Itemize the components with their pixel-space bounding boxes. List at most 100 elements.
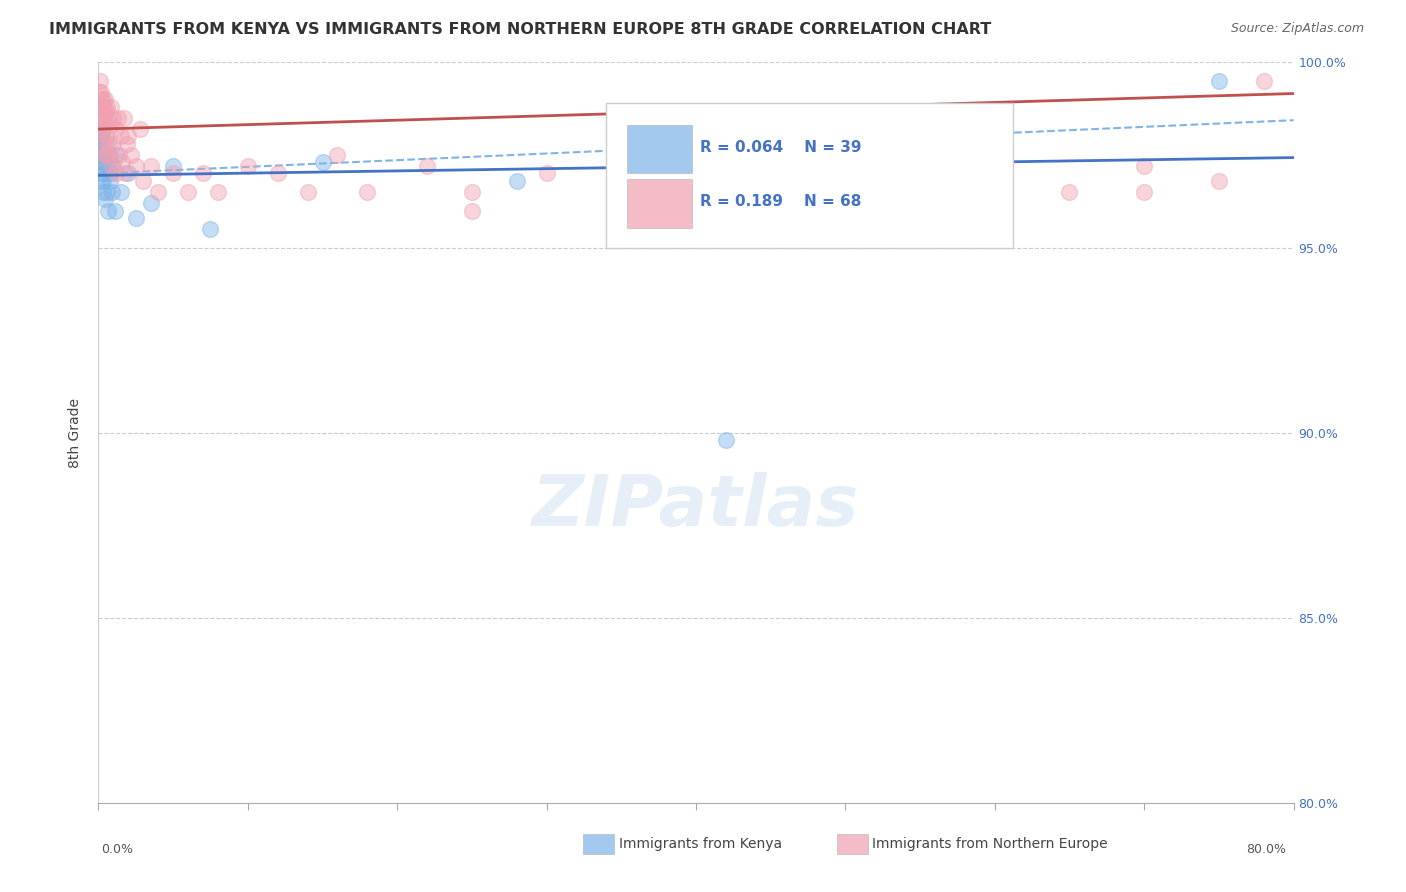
- Point: [714, 433, 737, 447]
- Point: [105, 167, 128, 181]
- Point: [93, 148, 115, 162]
- Point: [111, 155, 134, 169]
- Point: [90, 85, 112, 99]
- Point: [93, 167, 115, 181]
- Point: [90, 167, 112, 181]
- Point: [91, 185, 114, 199]
- FancyBboxPatch shape: [606, 103, 1012, 247]
- Point: [98, 148, 122, 162]
- Point: [132, 174, 155, 188]
- Point: [110, 129, 132, 144]
- Point: [96, 159, 118, 173]
- Point: [91, 136, 114, 151]
- Point: [104, 122, 127, 136]
- Point: [94, 193, 117, 207]
- Point: [1059, 185, 1081, 199]
- Text: IMMIGRANTS FROM KENYA VS IMMIGRANTS FROM NORTHERN EUROPE 8TH GRADE CORRELATION C: IMMIGRANTS FROM KENYA VS IMMIGRANTS FROM…: [49, 22, 991, 37]
- Point: [114, 167, 136, 181]
- Point: [90, 122, 112, 136]
- Point: [297, 185, 319, 199]
- Point: [115, 136, 138, 151]
- Point: [93, 122, 115, 136]
- Point: [267, 167, 290, 181]
- Point: [117, 167, 139, 181]
- Point: [93, 93, 115, 107]
- Point: [236, 159, 259, 173]
- Point: [96, 100, 118, 114]
- Text: ZIPatlas: ZIPatlas: [533, 472, 859, 541]
- Point: [90, 174, 112, 188]
- Text: 80.0%: 80.0%: [1247, 843, 1286, 856]
- Point: [89, 129, 111, 144]
- Point: [89, 159, 111, 173]
- Point: [89, 148, 111, 162]
- Point: [91, 129, 114, 144]
- Point: [89, 74, 111, 88]
- Point: [356, 185, 378, 199]
- Point: [1133, 159, 1156, 173]
- Point: [101, 159, 124, 173]
- Text: Source: ZipAtlas.com: Source: ZipAtlas.com: [1230, 22, 1364, 36]
- Point: [117, 129, 139, 144]
- Point: [416, 159, 439, 173]
- Point: [984, 167, 1007, 181]
- Point: [139, 159, 162, 173]
- Point: [129, 122, 152, 136]
- Point: [326, 148, 349, 162]
- Point: [89, 100, 111, 114]
- Point: [162, 159, 184, 173]
- Point: [1253, 74, 1275, 88]
- Point: [1208, 74, 1230, 88]
- Point: [101, 185, 124, 199]
- Point: [94, 129, 117, 144]
- Point: [610, 174, 633, 188]
- Point: [89, 136, 111, 151]
- Point: [93, 100, 115, 114]
- Point: [107, 111, 129, 125]
- Point: [311, 155, 333, 169]
- Point: [101, 111, 124, 125]
- Point: [90, 93, 112, 107]
- Point: [461, 185, 484, 199]
- Point: [100, 100, 122, 114]
- Point: [90, 122, 112, 136]
- Point: [610, 167, 633, 181]
- Point: [94, 103, 117, 118]
- Point: [1208, 174, 1230, 188]
- Point: [908, 185, 931, 199]
- Point: [98, 167, 122, 181]
- Point: [90, 148, 112, 162]
- Point: [91, 93, 114, 107]
- Point: [97, 111, 120, 125]
- Text: Immigrants from Northern Europe: Immigrants from Northern Europe: [872, 837, 1108, 851]
- Point: [200, 222, 222, 236]
- Text: Immigrants from Kenya: Immigrants from Kenya: [619, 837, 782, 851]
- Point: [120, 148, 142, 162]
- Point: [461, 203, 484, 218]
- Point: [91, 155, 114, 169]
- Point: [685, 185, 707, 199]
- Point: [112, 111, 135, 125]
- Point: [655, 159, 678, 173]
- Point: [110, 185, 132, 199]
- Point: [97, 203, 120, 218]
- Point: [97, 136, 120, 151]
- Point: [96, 148, 118, 162]
- Point: [91, 174, 114, 188]
- Point: [162, 167, 184, 181]
- FancyBboxPatch shape: [627, 179, 692, 227]
- Point: [89, 85, 111, 99]
- Point: [125, 211, 148, 225]
- Point: [148, 185, 170, 199]
- Point: [94, 136, 117, 151]
- Point: [103, 159, 125, 173]
- Point: [98, 119, 121, 133]
- Point: [139, 196, 162, 211]
- Text: 0.0%: 0.0%: [101, 843, 134, 856]
- Point: [506, 174, 529, 188]
- Point: [90, 111, 112, 125]
- Point: [191, 167, 214, 181]
- Point: [125, 159, 148, 173]
- Point: [96, 185, 118, 199]
- Point: [97, 148, 120, 162]
